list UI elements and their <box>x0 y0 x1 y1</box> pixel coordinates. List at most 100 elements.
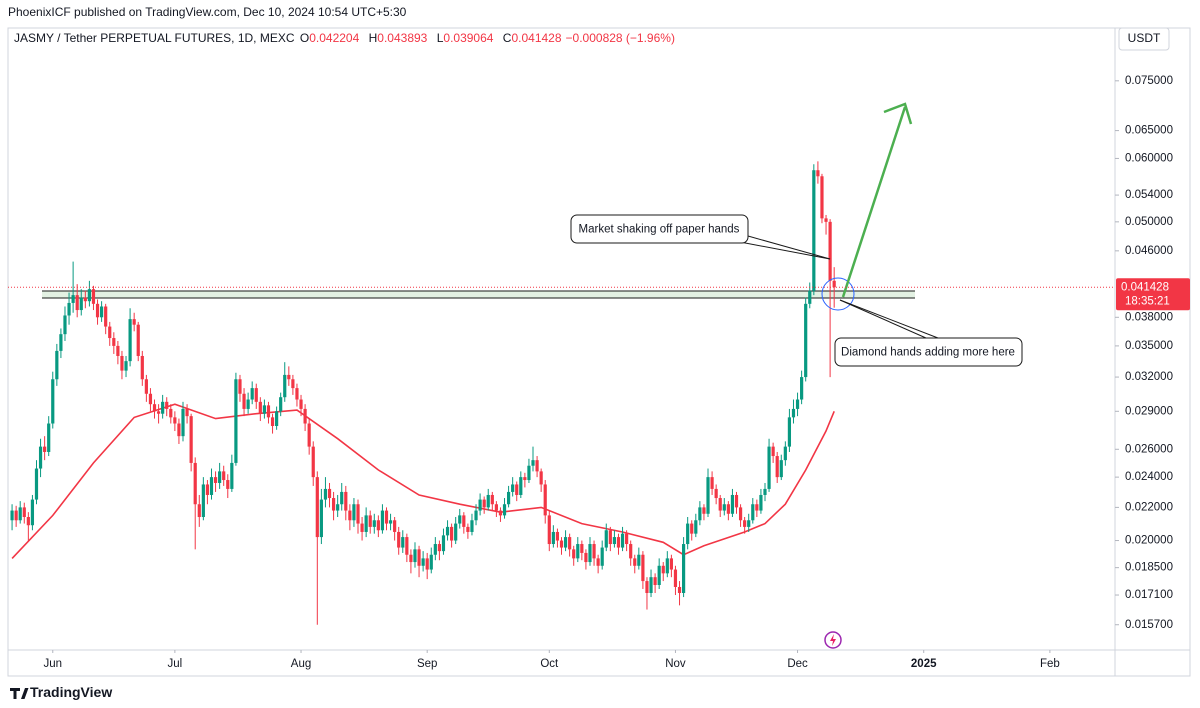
candle-body <box>747 520 751 527</box>
candle-body <box>759 494 763 511</box>
ohlc-value: 0.039064 <box>443 31 494 45</box>
callout-text: Market shaking off paper hands <box>579 224 740 236</box>
candle-body <box>710 477 714 489</box>
candle-body <box>193 462 197 505</box>
candle-body <box>144 379 148 394</box>
y-tick-label: 0.026000 <box>1125 443 1173 455</box>
candle-body <box>140 355 144 380</box>
x-tick-label: 2025 <box>911 658 937 670</box>
candle-body <box>482 499 486 508</box>
candle-body <box>95 303 100 318</box>
candle-body <box>376 520 380 531</box>
y-tick-label: 0.024000 <box>1125 471 1173 483</box>
callout-pointer <box>739 241 831 260</box>
candle-body <box>527 465 531 481</box>
candle-body <box>59 334 63 351</box>
candle-body <box>279 397 283 412</box>
candle-body <box>751 504 755 521</box>
arrow <box>841 106 907 298</box>
candle-body <box>161 401 165 414</box>
x-tick-label: Sep <box>417 658 437 670</box>
candle-body <box>535 460 539 472</box>
candle-body <box>10 510 14 521</box>
candle-body <box>315 477 319 538</box>
symbol: JASMY / Tether PERPETUAL FUTURES, 1D, ME… <box>14 31 295 45</box>
callout-pointer <box>839 299 927 339</box>
drawings <box>42 290 915 299</box>
candle-body <box>201 484 205 518</box>
candle-body <box>218 471 222 483</box>
currency-box[interactable] <box>1118 27 1170 51</box>
ohlc-key: L <box>436 31 444 45</box>
arrow-head <box>883 102 913 125</box>
candle-body <box>812 170 816 291</box>
candle-body <box>116 345 120 356</box>
candle-body <box>323 488 328 500</box>
candle-body <box>572 549 576 559</box>
candle-body <box>738 507 743 521</box>
candle-body <box>213 477 218 483</box>
candle-body <box>771 446 775 457</box>
candle-body <box>79 297 83 311</box>
candle-body <box>67 302 71 316</box>
candle-body <box>169 408 173 418</box>
x-tick-label: Jun <box>43 658 62 670</box>
candle-body <box>730 494 735 514</box>
candle-body <box>100 306 104 318</box>
candle-body <box>393 520 397 532</box>
candle-body <box>458 515 462 524</box>
candle-body <box>755 504 759 511</box>
candle-body <box>22 507 26 518</box>
candle-body <box>388 520 393 524</box>
candle-body <box>832 280 836 288</box>
ohlc-value: 0.043893 <box>377 31 428 45</box>
candle-body <box>584 552 588 563</box>
candle-body <box>547 515 551 545</box>
candle-body <box>576 544 580 559</box>
candle-body <box>441 535 446 552</box>
candle-body <box>490 494 494 505</box>
candle-body <box>348 510 352 521</box>
candle-body <box>136 324 140 356</box>
candle-body <box>515 484 519 495</box>
candle-body <box>820 176 824 219</box>
candle-body <box>336 504 340 511</box>
candle-body <box>222 471 226 481</box>
callout-pointer <box>839 299 939 339</box>
y-tick-label: 0.050000 <box>1125 216 1173 228</box>
candle-body <box>380 510 385 531</box>
candle-body <box>91 289 96 304</box>
candle-body <box>698 507 702 521</box>
candle-body <box>104 306 108 327</box>
ohlc-value: 0.042204 <box>309 31 360 45</box>
candle-body <box>425 558 429 570</box>
candle-body <box>311 446 315 478</box>
candle-body <box>405 537 409 555</box>
y-tick-label: 0.065000 <box>1125 125 1173 137</box>
candle-body <box>156 411 161 414</box>
event-icon-bolt <box>830 634 836 646</box>
candle-body <box>478 499 482 511</box>
candle-body <box>743 520 747 527</box>
candle-body <box>384 510 389 524</box>
candle-body <box>665 558 669 574</box>
candle-body <box>600 547 604 566</box>
candle-body <box>30 499 35 526</box>
candle-body <box>209 477 214 495</box>
y-tick-label: 0.035000 <box>1125 340 1173 352</box>
candle-body <box>417 549 421 566</box>
publisher: PhoenixICF published on TradingView.com,… <box>8 5 407 19</box>
candle-body <box>108 326 112 339</box>
candle-body <box>55 350 59 380</box>
candle-body <box>726 504 730 514</box>
candle-body <box>722 504 726 511</box>
candle-body <box>331 498 336 511</box>
candle-body <box>63 315 67 335</box>
candle-body <box>205 484 210 495</box>
candle-body <box>51 379 55 424</box>
callout <box>570 214 749 244</box>
candle-body <box>612 537 617 545</box>
candle-body <box>795 399 800 409</box>
footer-brand: TradingView <box>30 684 113 700</box>
